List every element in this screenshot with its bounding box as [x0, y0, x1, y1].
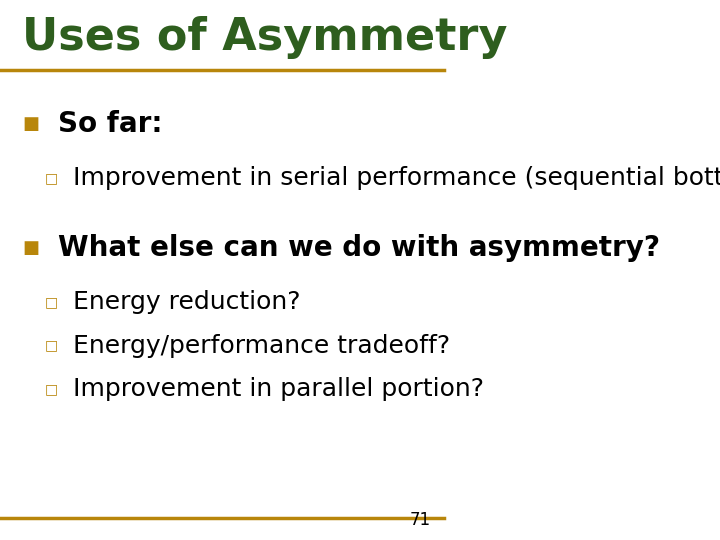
Text: So far:: So far:	[58, 110, 162, 138]
Text: □: □	[45, 339, 58, 353]
Text: Improvement in serial performance (sequential bottleneck): Improvement in serial performance (seque…	[73, 166, 720, 190]
Text: ■: ■	[22, 115, 39, 133]
Text: □: □	[45, 295, 58, 309]
Text: □: □	[45, 171, 58, 185]
Text: ■: ■	[22, 239, 39, 258]
Text: Improvement in parallel portion?: Improvement in parallel portion?	[73, 377, 485, 401]
Text: Uses of Asymmetry: Uses of Asymmetry	[22, 16, 508, 59]
Text: □: □	[45, 382, 58, 396]
Text: Energy reduction?: Energy reduction?	[73, 291, 301, 314]
Text: 71: 71	[410, 511, 431, 529]
Text: Energy/performance tradeoff?: Energy/performance tradeoff?	[73, 334, 450, 357]
Text: What else can we do with asymmetry?: What else can we do with asymmetry?	[58, 234, 660, 262]
